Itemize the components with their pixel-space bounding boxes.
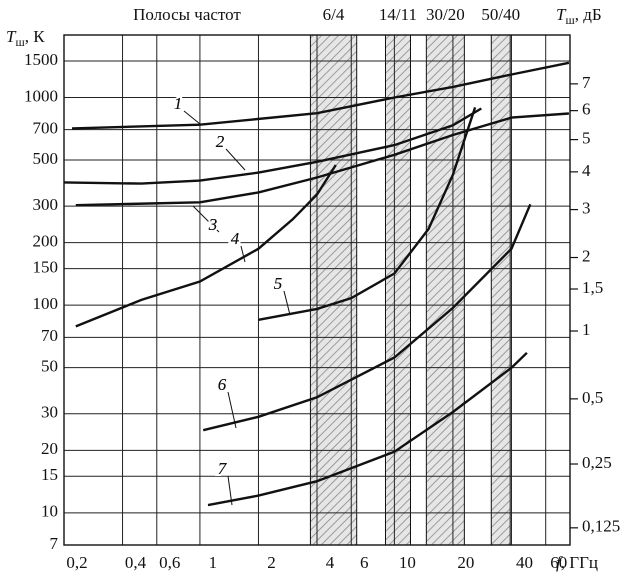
curve-label: 5 [274,274,283,293]
x-axis-label: f, ГГц [556,553,598,572]
y2-tick-label: 6 [582,100,591,119]
curve [63,107,482,185]
y-label-subscript: ш [15,35,25,49]
frequency-band [490,34,511,546]
y-tick-label: 500 [33,149,59,168]
y2-tick-label: 0,125 [582,517,620,536]
y2-tick-label: 2 [582,246,591,265]
x-tick-label: 2 [267,553,276,572]
curve-label: 5 [274,274,283,293]
y2-tick-label: 3 [582,198,591,217]
curve-label-leader [183,110,201,125]
y2-label-unit: , дБ [575,5,602,24]
curves [63,61,570,507]
y-tick-label: 1000 [24,86,58,105]
curve-label: 2 [216,132,225,151]
curve-label: 1 [174,94,183,113]
curve [207,351,528,507]
curve-label: 4 [231,229,240,248]
y-tick-label: 30 [41,403,58,422]
plot-frame [63,34,571,546]
curve [71,61,570,130]
x-tick-label: 1 [209,553,218,572]
header: Полосы частот [133,5,241,24]
curve-label: 7 [218,459,228,478]
y2-label-symbol: T [556,5,567,24]
curve [75,164,337,328]
curve-label: 6 [218,375,227,394]
y2-tick-label: 5 [582,129,591,148]
curve-label: 6 [218,375,227,394]
band-label: 50/40 [481,5,520,24]
curve-label-leader [225,148,246,171]
curve-label: 3 [208,215,218,234]
x-label-unit: , ГГц [561,553,598,572]
bands [309,34,511,546]
y-tick-label: 700 [33,119,59,138]
band-label: 6/4 [323,5,345,24]
frequency-band [425,34,465,546]
curve-label: 4 [231,229,240,248]
curve-label: 3 [208,215,218,234]
curve [258,107,477,321]
y2-label-subscript: ш [565,13,575,27]
y2-tick-label: 1 [582,320,591,339]
y-tick-label: 150 [33,258,59,277]
curve-label-leader [283,290,291,316]
y-tick-label: 200 [33,232,59,251]
y-axis-label: Tш, К [6,27,45,49]
y-tick-label: 1500 [24,50,58,69]
x-tick-label: 60 [550,553,567,572]
frequency-band [309,34,358,546]
x-tick-label: 4 [326,553,335,572]
y-label-unit: , К [25,27,46,46]
y-tick-label: 20 [41,439,58,458]
curve-label: 2 [216,132,225,151]
x-tick-label: 0,2 [66,553,87,572]
y-tick-label: 10 [41,502,58,521]
curve [202,203,532,432]
x-tick-label: 40 [516,553,533,572]
curve-label-leader [240,245,246,263]
y-tick-label: 50 [41,357,58,376]
y2-tick-label: 0,5 [582,388,603,407]
band-label: 14/11 [379,5,417,24]
x-tick-label: 20 [457,553,474,572]
y2-tick-label: 0,25 [582,453,612,472]
curve-label-leader [227,475,233,506]
y2-tick-label: 7 [582,73,591,92]
curve-label: 1 [174,94,183,113]
y2-tick-label: 1,5 [582,278,603,297]
y-label-symbol: T [6,27,17,46]
x-tick-label: 0,4 [125,553,147,572]
y-tick-label: 70 [41,326,58,345]
x-label-symbol: f [556,553,563,572]
x-tick-label: 0,6 [159,553,180,572]
y-tick-label: 15 [41,465,58,484]
curve-label-leader [227,391,237,429]
x-tick-label: 10 [399,553,416,572]
y-tick-label: 300 [33,195,59,214]
y-tick-label: 7 [50,534,59,553]
curve-label-leader [192,205,220,233]
y2-axis-label: Tш, дБ [556,5,602,27]
y2-tick-label: 4 [582,161,591,180]
y-tick-label: 100 [33,294,59,313]
x-tick-label: 6 [360,553,369,572]
band-label: 30/20 [426,5,465,24]
curve [75,112,569,207]
frequency-band [384,34,411,546]
